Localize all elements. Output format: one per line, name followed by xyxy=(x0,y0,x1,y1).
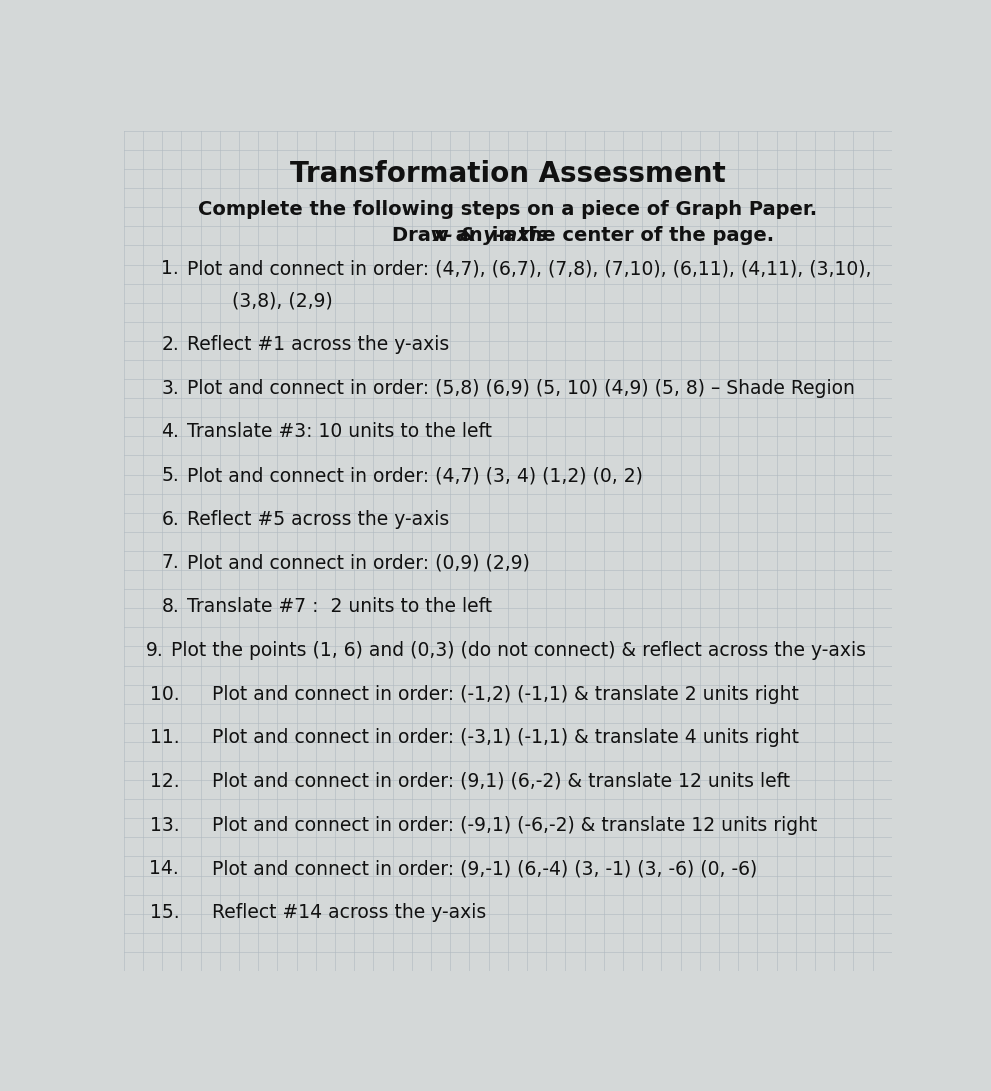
Text: Plot and connect in order: (0,9) (2,9): Plot and connect in order: (0,9) (2,9) xyxy=(187,553,530,573)
Text: Plot and connect in order: (9,-1) (6,-4) (3, -1) (3, -6) (0, -6): Plot and connect in order: (9,-1) (6,-4)… xyxy=(212,860,757,878)
Text: in the center of the page.: in the center of the page. xyxy=(486,226,774,244)
Text: x- & y-axis: x- & y-axis xyxy=(433,226,549,244)
Text: 11.: 11. xyxy=(150,728,179,747)
Text: Draw an: Draw an xyxy=(391,226,489,244)
Text: Plot and connect in order: (4,7) (3, 4) (1,2) (0, 2): Plot and connect in order: (4,7) (3, 4) … xyxy=(187,466,643,485)
Text: Transformation Assessment: Transformation Assessment xyxy=(290,160,725,189)
Text: 1.: 1. xyxy=(162,260,179,278)
Text: Complete the following steps on a piece of Graph Paper.: Complete the following steps on a piece … xyxy=(198,200,818,219)
Text: 8.: 8. xyxy=(162,597,179,616)
Text: Reflect #5 across the y-axis: Reflect #5 across the y-axis xyxy=(187,509,449,529)
Text: 4.: 4. xyxy=(162,422,179,442)
Text: Translate #7 :  2 units to the left: Translate #7 : 2 units to the left xyxy=(187,597,492,616)
Text: Plot and connect in order: (-3,1) (-1,1) & translate 4 units right: Plot and connect in order: (-3,1) (-1,1)… xyxy=(212,728,799,747)
Text: 7.: 7. xyxy=(162,553,179,573)
Text: Plot and connect in order: (4,7), (6,7), (7,8), (7,10), (6,11), (4,11), (3,10),: Plot and connect in order: (4,7), (6,7),… xyxy=(187,260,871,278)
Text: 13.: 13. xyxy=(150,816,179,835)
Text: 9.: 9. xyxy=(146,640,164,660)
Text: 14.: 14. xyxy=(150,860,179,878)
Text: Plot and connect in order: (5,8) (6,9) (5, 10) (4,9) (5, 8) – Shade Region: Plot and connect in order: (5,8) (6,9) (… xyxy=(187,379,854,398)
Text: Plot and connect in order: (9,1) (6,-2) & translate 12 units left: Plot and connect in order: (9,1) (6,-2) … xyxy=(212,772,791,791)
Text: Reflect #14 across the y-axis: Reflect #14 across the y-axis xyxy=(212,903,487,922)
Text: 2.: 2. xyxy=(162,335,179,355)
Text: 15.: 15. xyxy=(150,903,179,922)
Text: 10.: 10. xyxy=(150,684,179,704)
Text: 12.: 12. xyxy=(150,772,179,791)
Text: Plot the points (1, 6) and (0,3) (do not connect) & reflect across the y-axis: Plot the points (1, 6) and (0,3) (do not… xyxy=(171,640,866,660)
Text: Plot and connect in order: (-9,1) (-6,-2) & translate 12 units right: Plot and connect in order: (-9,1) (-6,-2… xyxy=(212,816,818,835)
Text: Reflect #1 across the y-axis: Reflect #1 across the y-axis xyxy=(187,335,449,355)
Text: Plot and connect in order: (-1,2) (-1,1) & translate 2 units right: Plot and connect in order: (-1,2) (-1,1)… xyxy=(212,684,799,704)
Text: (3,8), (2,9): (3,8), (2,9) xyxy=(208,291,333,310)
Text: Translate #3: 10 units to the left: Translate #3: 10 units to the left xyxy=(187,422,492,442)
Text: 3.: 3. xyxy=(162,379,179,398)
Text: 5.: 5. xyxy=(162,466,179,485)
Text: 6.: 6. xyxy=(162,509,179,529)
